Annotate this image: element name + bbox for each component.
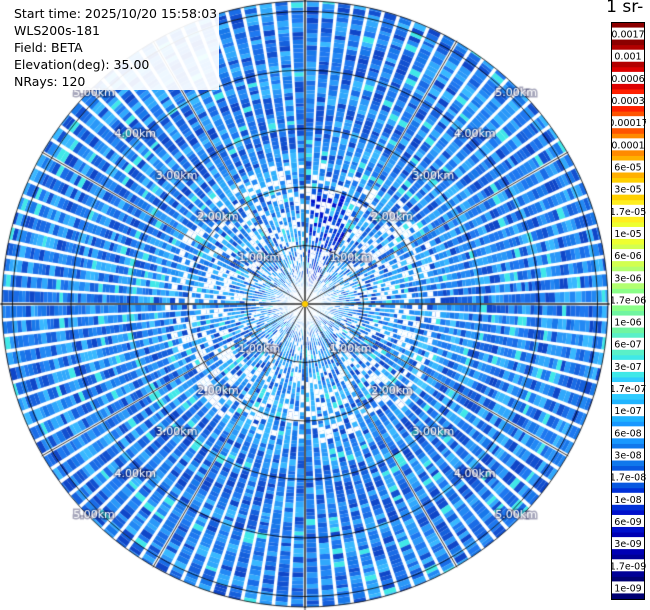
colorbar-tick-label: 6e-09 [614,517,641,528]
colorbar-tick-label: 1e-08 [614,495,641,506]
field-label: Field: BETA [14,40,83,55]
colorbar-tick-label: 1.7e-09 [611,561,646,572]
colorbar-tick-label: 1e-07 [614,406,641,417]
colorbar: 0.0017 0.001 0.0006 0.0003 0.00017 0.0001 6e-0… [611,22,646,600]
colorbar-tick-label: 3e-07 [614,362,641,373]
colorbar-tick-label: 0.0017 [611,30,644,41]
instrument-label: WLS200s-181 [14,23,100,38]
colorbar-tick-label: 6e-07 [614,340,641,351]
colorbar-tick-label: 6e-05 [614,163,641,174]
colorbar-unit-title: -1 sr- [606,0,650,17]
colorbar-tick-label: 6e-06 [614,251,641,262]
colorbar-tick-label: 1.7e-05 [611,207,646,218]
colorbar-tick-label: 0.0001 [611,140,644,151]
colorbar-tick-label: 0.001 [614,52,641,63]
colorbar-tick-label: 0.0003 [611,96,644,107]
colorbar-tick-label: 3e-05 [614,185,641,196]
colorbar-tick-label: 1e-05 [614,229,641,240]
colorbar-tick-label: 1.7e-06 [611,295,646,306]
colorbar-tick-label: 0.0006 [611,74,644,85]
colorbar-tick-label: 6e-08 [614,428,641,439]
colorbar-tick-label: 3e-09 [614,539,641,550]
scan-info-panel: Start time: 2025/10/20 15:58:03 WLS200s-… [12,5,220,90]
colorbar-tick-label: 1.7e-08 [611,473,646,484]
colorbar-tick-label: 3e-08 [614,451,641,462]
start-time-label: Start time: 2025/10/20 15:58:03 [14,6,218,21]
nrays-label: NRays: 120 [14,74,86,89]
elevation-label: Elevation(deg): 35.00 [14,57,150,72]
colorbar-tick-label: 1.7e-07 [611,384,646,395]
colorbar-tick-label: 1e-09 [614,583,641,594]
colorbar-tick-label: 1e-06 [614,318,641,329]
colorbar-tick-label: 3e-06 [614,273,641,284]
colorbar-tick-label: 0.00017 [611,118,646,129]
